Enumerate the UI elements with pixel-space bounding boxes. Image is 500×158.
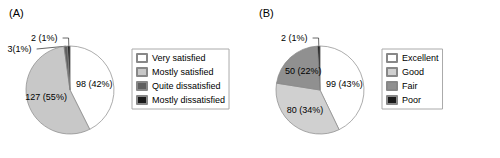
svg-text:Quite dissatisfied: Quite dissatisfied <box>152 81 221 91</box>
svg-text:(B): (B) <box>259 7 274 19</box>
svg-text:127 (55%): 127 (55%) <box>25 92 67 102</box>
svg-text:Mostly satisfied: Mostly satisfied <box>152 67 214 77</box>
svg-text:Good: Good <box>402 67 424 77</box>
svg-text:98 (42%): 98 (42%) <box>76 79 113 89</box>
svg-text:50 (22%): 50 (22%) <box>285 66 322 76</box>
svg-text:2 (1%): 2 (1%) <box>31 33 58 43</box>
svg-text:3(1%): 3(1%) <box>8 44 32 54</box>
svg-text:Poor: Poor <box>402 95 421 105</box>
svg-text:Mostly dissatisfied: Mostly dissatisfied <box>152 95 225 105</box>
svg-text:99 (43%): 99 (43%) <box>326 79 363 89</box>
svg-text:Excellent: Excellent <box>402 53 439 63</box>
svg-text:80 (34%): 80 (34%) <box>287 105 324 115</box>
svg-text:(A): (A) <box>9 7 24 19</box>
svg-text:Very satisfied: Very satisfied <box>152 53 206 63</box>
svg-text:Fair: Fair <box>402 81 418 91</box>
svg-text:2 (1%): 2 (1%) <box>281 33 308 43</box>
